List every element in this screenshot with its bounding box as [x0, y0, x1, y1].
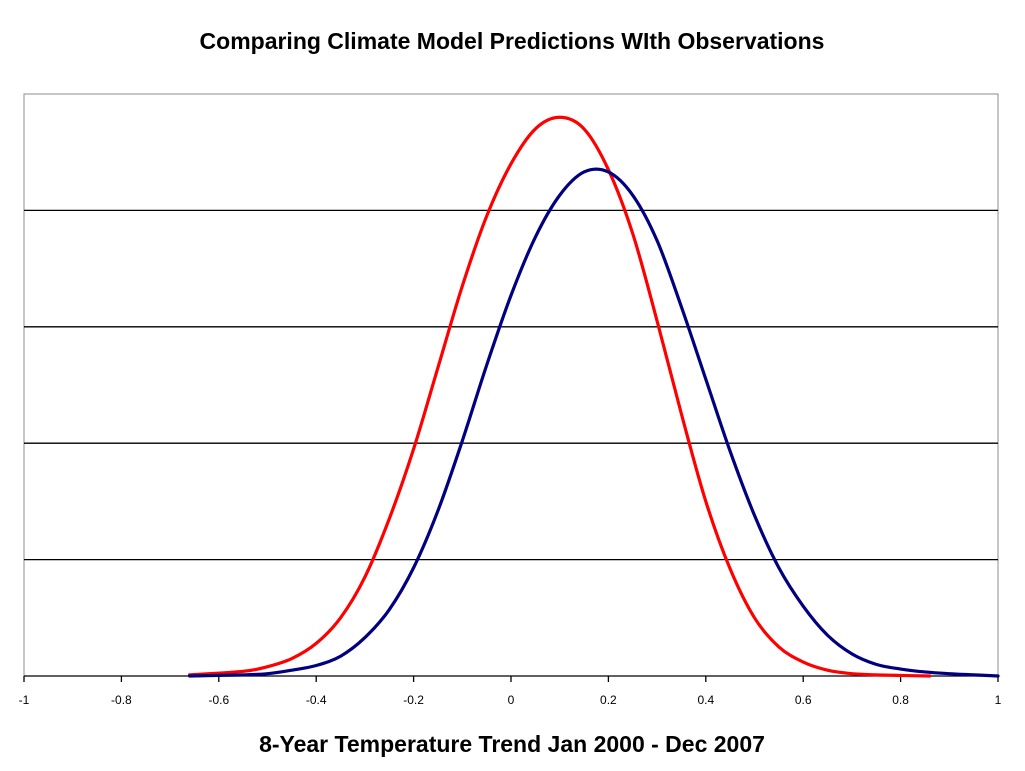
x-tick-label: -0.2 [403, 693, 424, 707]
x-tick-label: 0.4 [697, 693, 714, 707]
x-tick-label: -1 [19, 693, 30, 707]
x-tick-label: 0.8 [892, 693, 909, 707]
x-tick-label: -0.4 [306, 693, 327, 707]
x-tick-label: 0.6 [795, 693, 812, 707]
x-tick-label: -0.8 [111, 693, 132, 707]
x-tick-label: 0.2 [600, 693, 617, 707]
x-tick-label: 0 [508, 693, 515, 707]
plot-area: -1 -0.8 -0.6 -0.4 -0.2 0 0.2 0.4 0.6 0.8 1 [19, 93, 1002, 707]
x-axis-label: 8-Year Temperature Trend Jan 2000 - Dec … [259, 731, 765, 757]
series-line-1 [187, 115, 932, 678]
series-line-2 [187, 167, 1000, 678]
chart-title: Comparing Climate Model Predictions WIth… [200, 28, 825, 54]
x-tick-label: -0.6 [208, 693, 229, 707]
plot-border [23, 93, 999, 677]
x-tick-label: 1 [995, 693, 1002, 707]
